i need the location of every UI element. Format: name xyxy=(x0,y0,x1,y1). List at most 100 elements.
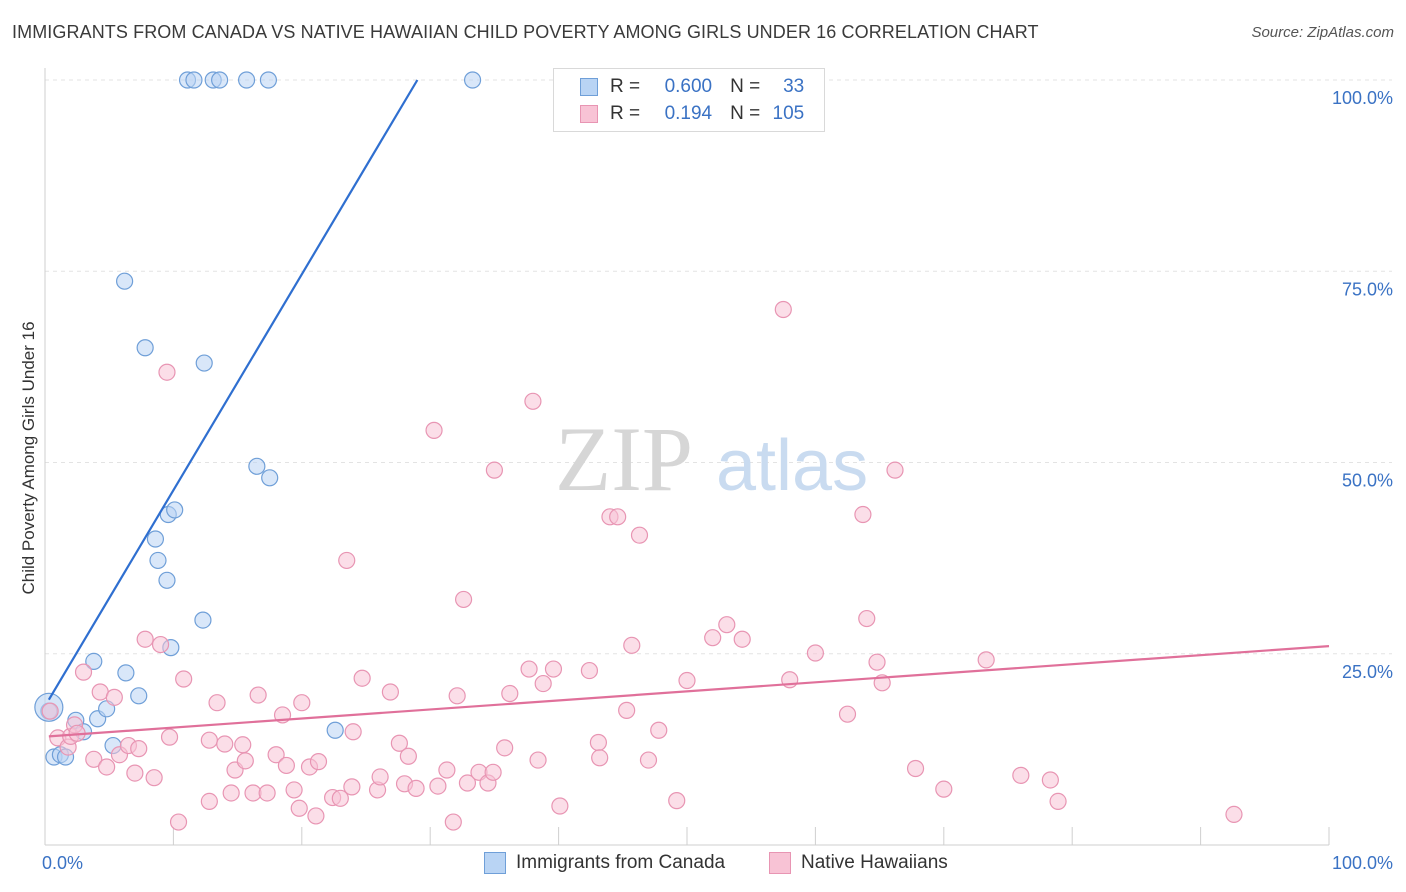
point-hawaiian xyxy=(343,778,361,796)
trend-lines xyxy=(47,79,1330,738)
watermark-atlas: atlas xyxy=(716,426,868,506)
n-label: N = xyxy=(730,76,761,97)
point-hawaiian xyxy=(704,629,722,647)
point-hawaiian xyxy=(105,688,123,706)
point-hawaiian xyxy=(623,636,641,654)
watermark-zip: ZIP xyxy=(555,408,693,510)
data-points xyxy=(34,71,1243,831)
point-canada xyxy=(130,687,148,705)
point-hawaiian xyxy=(854,505,872,524)
series-legend: Immigrants from Canada Native Hawaiians xyxy=(0,852,1406,878)
point-hawaiian xyxy=(591,749,609,767)
point-hawaiian xyxy=(858,609,876,628)
point-hawaiian xyxy=(838,705,857,723)
point-hawaiian xyxy=(407,779,425,797)
r-value: 0.600 xyxy=(664,76,713,97)
point-hawaiian xyxy=(290,799,308,817)
point-canada xyxy=(248,457,266,475)
n-label: N = xyxy=(730,103,761,124)
point-hawaiian xyxy=(158,363,176,381)
series-legend-canada[interactable]: Immigrants from Canada xyxy=(484,852,725,874)
point-hawaiian xyxy=(868,653,886,671)
correlation-legend: R = 0.600 N = 33 R = 0.194 N = 105 xyxy=(553,68,825,132)
point-hawaiian xyxy=(425,421,443,439)
tick-labels: 100.0% 75.0% 50.0% 25.0% 0.0% 100.0% xyxy=(42,88,1393,873)
point-hawaiian xyxy=(216,735,234,753)
legend-swatch-blue xyxy=(580,78,598,96)
r-label: R = xyxy=(610,76,641,97)
point-hawaiian xyxy=(175,670,193,688)
point-hawaiian xyxy=(501,684,519,703)
point-hawaiian xyxy=(277,756,295,775)
point-hawaiian xyxy=(267,746,285,764)
point-canada xyxy=(194,611,212,629)
point-hawaiian xyxy=(85,750,103,768)
point-canada xyxy=(158,571,176,589)
point-hawaiian xyxy=(1012,766,1030,784)
point-hawaiian xyxy=(381,683,399,701)
r-label: R = xyxy=(610,103,641,124)
point-hawaiian xyxy=(529,751,547,769)
point-canada xyxy=(136,339,154,357)
point-hawaiian xyxy=(544,660,563,678)
point-hawaiian xyxy=(285,781,303,799)
point-hawaiian xyxy=(160,728,179,746)
point-hawaiian xyxy=(151,635,170,654)
point-hawaiian xyxy=(130,740,148,758)
point-hawaiian xyxy=(774,300,792,319)
legend-row-canada: R = 0.600 N = 33 xyxy=(580,75,804,99)
point-canada xyxy=(211,71,229,89)
point-hawaiian xyxy=(524,392,542,410)
y-axis-title: Child Poverty Among Girls Under 16 xyxy=(19,321,38,594)
x-tick-label: 0.0% xyxy=(42,853,83,873)
point-hawaiian xyxy=(249,686,267,704)
point-hawaiian xyxy=(678,671,696,690)
point-hawaiian xyxy=(438,761,456,779)
point-hawaiian xyxy=(353,669,371,687)
point-hawaiian xyxy=(169,813,188,831)
legend-swatch-pink xyxy=(580,105,598,123)
point-hawaiian xyxy=(650,721,668,739)
point-hawaiian xyxy=(371,768,389,786)
point-hawaiian xyxy=(338,551,356,570)
point-hawaiian xyxy=(222,784,240,802)
n-value: 105 xyxy=(772,103,805,124)
point-hawaiian xyxy=(609,508,627,526)
point-hawaiian xyxy=(718,616,736,634)
point-canada xyxy=(185,71,203,89)
point-hawaiian xyxy=(236,752,254,770)
source-credit: Source: ZipAtlas.com xyxy=(1251,24,1394,41)
point-canada xyxy=(195,354,213,372)
trend-line-hawaiian xyxy=(48,645,1330,738)
point-hawaiian xyxy=(126,764,144,782)
point-canada xyxy=(85,652,103,671)
point-canada xyxy=(116,272,134,290)
r-value: 0.194 xyxy=(664,103,713,124)
point-hawaiian xyxy=(496,739,514,757)
point-hawaiian xyxy=(1049,792,1067,810)
y-tick-label: 50.0% xyxy=(1342,471,1393,491)
n-value: 33 xyxy=(783,76,805,97)
point-canada xyxy=(259,71,278,89)
series-legend-label: Immigrants from Canada xyxy=(516,852,726,873)
y-tick-label: 75.0% xyxy=(1342,279,1393,299)
point-hawaiian xyxy=(1225,805,1243,824)
series-legend-hawaiian[interactable]: Native Hawaiians xyxy=(769,852,948,874)
chart-title: IMMIGRANTS FROM CANADA VS NATIVE HAWAIIA… xyxy=(12,22,1039,42)
point-hawaiian xyxy=(258,784,276,802)
point-hawaiian xyxy=(806,644,825,662)
point-canada xyxy=(463,71,482,89)
point-hawaiian xyxy=(630,526,649,544)
point-hawaiian xyxy=(886,461,904,479)
point-hawaiian xyxy=(1041,771,1059,789)
y-tick-label: 100.0% xyxy=(1332,88,1393,108)
point-hawaiian xyxy=(98,758,116,776)
legend-swatch-blue xyxy=(484,852,506,874)
point-canada xyxy=(117,664,135,682)
point-hawaiian xyxy=(733,630,751,648)
point-hawaiian xyxy=(448,687,466,705)
trend-line-canada xyxy=(47,79,419,701)
y-tick-label: 25.0% xyxy=(1342,662,1393,682)
point-canada xyxy=(146,530,165,548)
